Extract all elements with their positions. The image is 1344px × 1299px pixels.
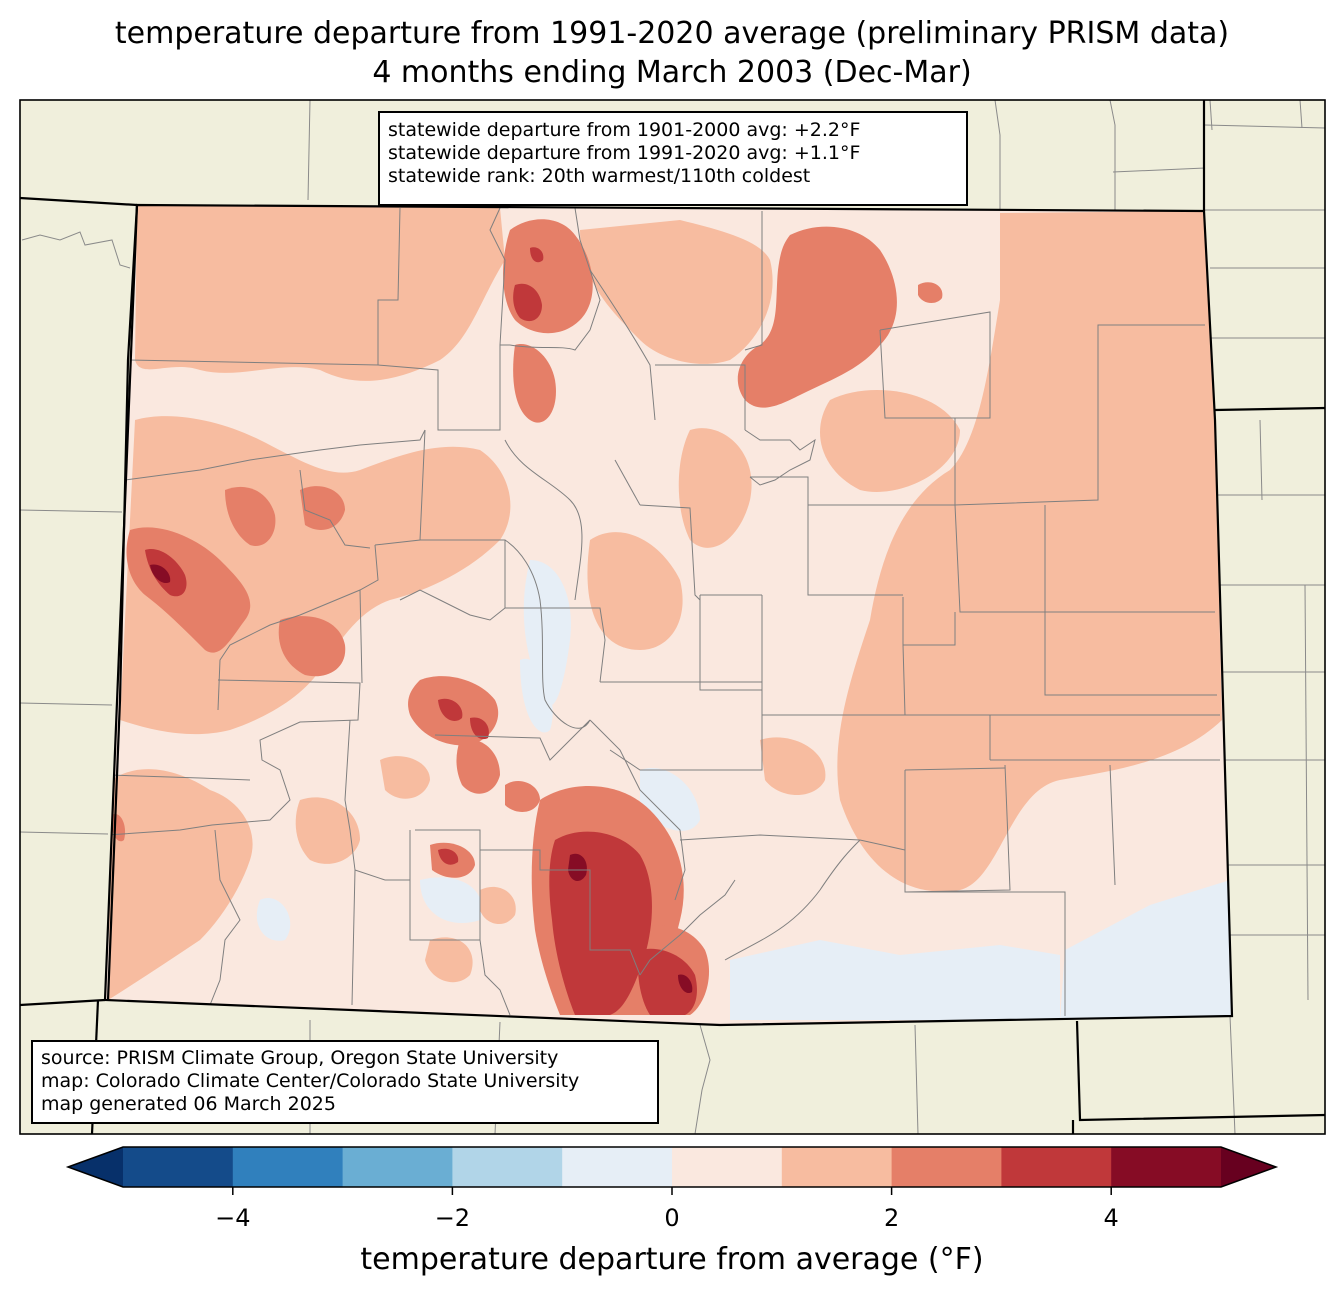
stats-departure-1901-2000: statewide departure from 1901-2000 avg: … — [388, 119, 861, 141]
colorbar-under-extension — [68, 1147, 123, 1187]
colorbar-segment — [452, 1147, 563, 1187]
colorbar-segment — [1111, 1147, 1222, 1187]
colorbar-outline — [65, 1146, 1279, 1188]
colorbar-label: temperature departure from average (°F) — [360, 1242, 984, 1277]
extreme-warm-anomaly-spots — [150, 564, 693, 994]
neighbor-county-lines — [20, 100, 1325, 1134]
colorbar-tick-label: 4 — [1103, 1204, 1119, 1232]
colorbar-segment — [232, 1147, 344, 1187]
colorbar — [65, 1146, 1279, 1195]
statewide-stats-box: statewide departure from 1901-2000 avg: … — [378, 111, 968, 206]
map-frame — [19, 99, 1326, 1135]
credits-box: source: PRISM Climate Group, Oregon Stat… — [31, 1040, 659, 1124]
cool-anomaly-areas — [256, 283, 1232, 1020]
colorbar-tick-label: −4 — [215, 1204, 251, 1232]
colorbar-tick-label: −2 — [434, 1204, 471, 1232]
colorbar-segment — [891, 1147, 1002, 1187]
map-subtitle: 4 months ending March 2003 (Dec-Mar) — [372, 55, 972, 90]
colorbar-over-extension — [1221, 1147, 1276, 1187]
colorbar-tick-label: 0 — [664, 1204, 680, 1232]
colorbar-segment — [672, 1147, 783, 1187]
credits-generated: map generated 06 March 2025 — [41, 1093, 336, 1115]
county-boundaries — [107, 207, 1220, 1016]
state-boundaries — [20, 100, 1325, 1134]
credits-map: map: Colorado Climate Center/Colorado St… — [41, 1070, 580, 1092]
credits-source: source: PRISM Climate Group, Oregon Stat… — [41, 1047, 559, 1069]
map-title: temperature departure from 1991-2020 ave… — [114, 16, 1230, 51]
colorbar-segment — [123, 1147, 234, 1187]
stats-rank: statewide rank: 20th warmest/110th colde… — [388, 165, 811, 187]
colorbar-segment — [781, 1147, 893, 1187]
colorbar-segment — [562, 1147, 673, 1187]
stats-departure-1991-2020: statewide departure from 1991-2020 avg: … — [388, 142, 861, 164]
colorbar-segment — [1001, 1147, 1112, 1187]
light-warm-anomaly-areas — [108, 205, 1222, 1000]
colorbar-segment — [342, 1147, 453, 1187]
colorbar-tick-label: 2 — [883, 1204, 900, 1232]
